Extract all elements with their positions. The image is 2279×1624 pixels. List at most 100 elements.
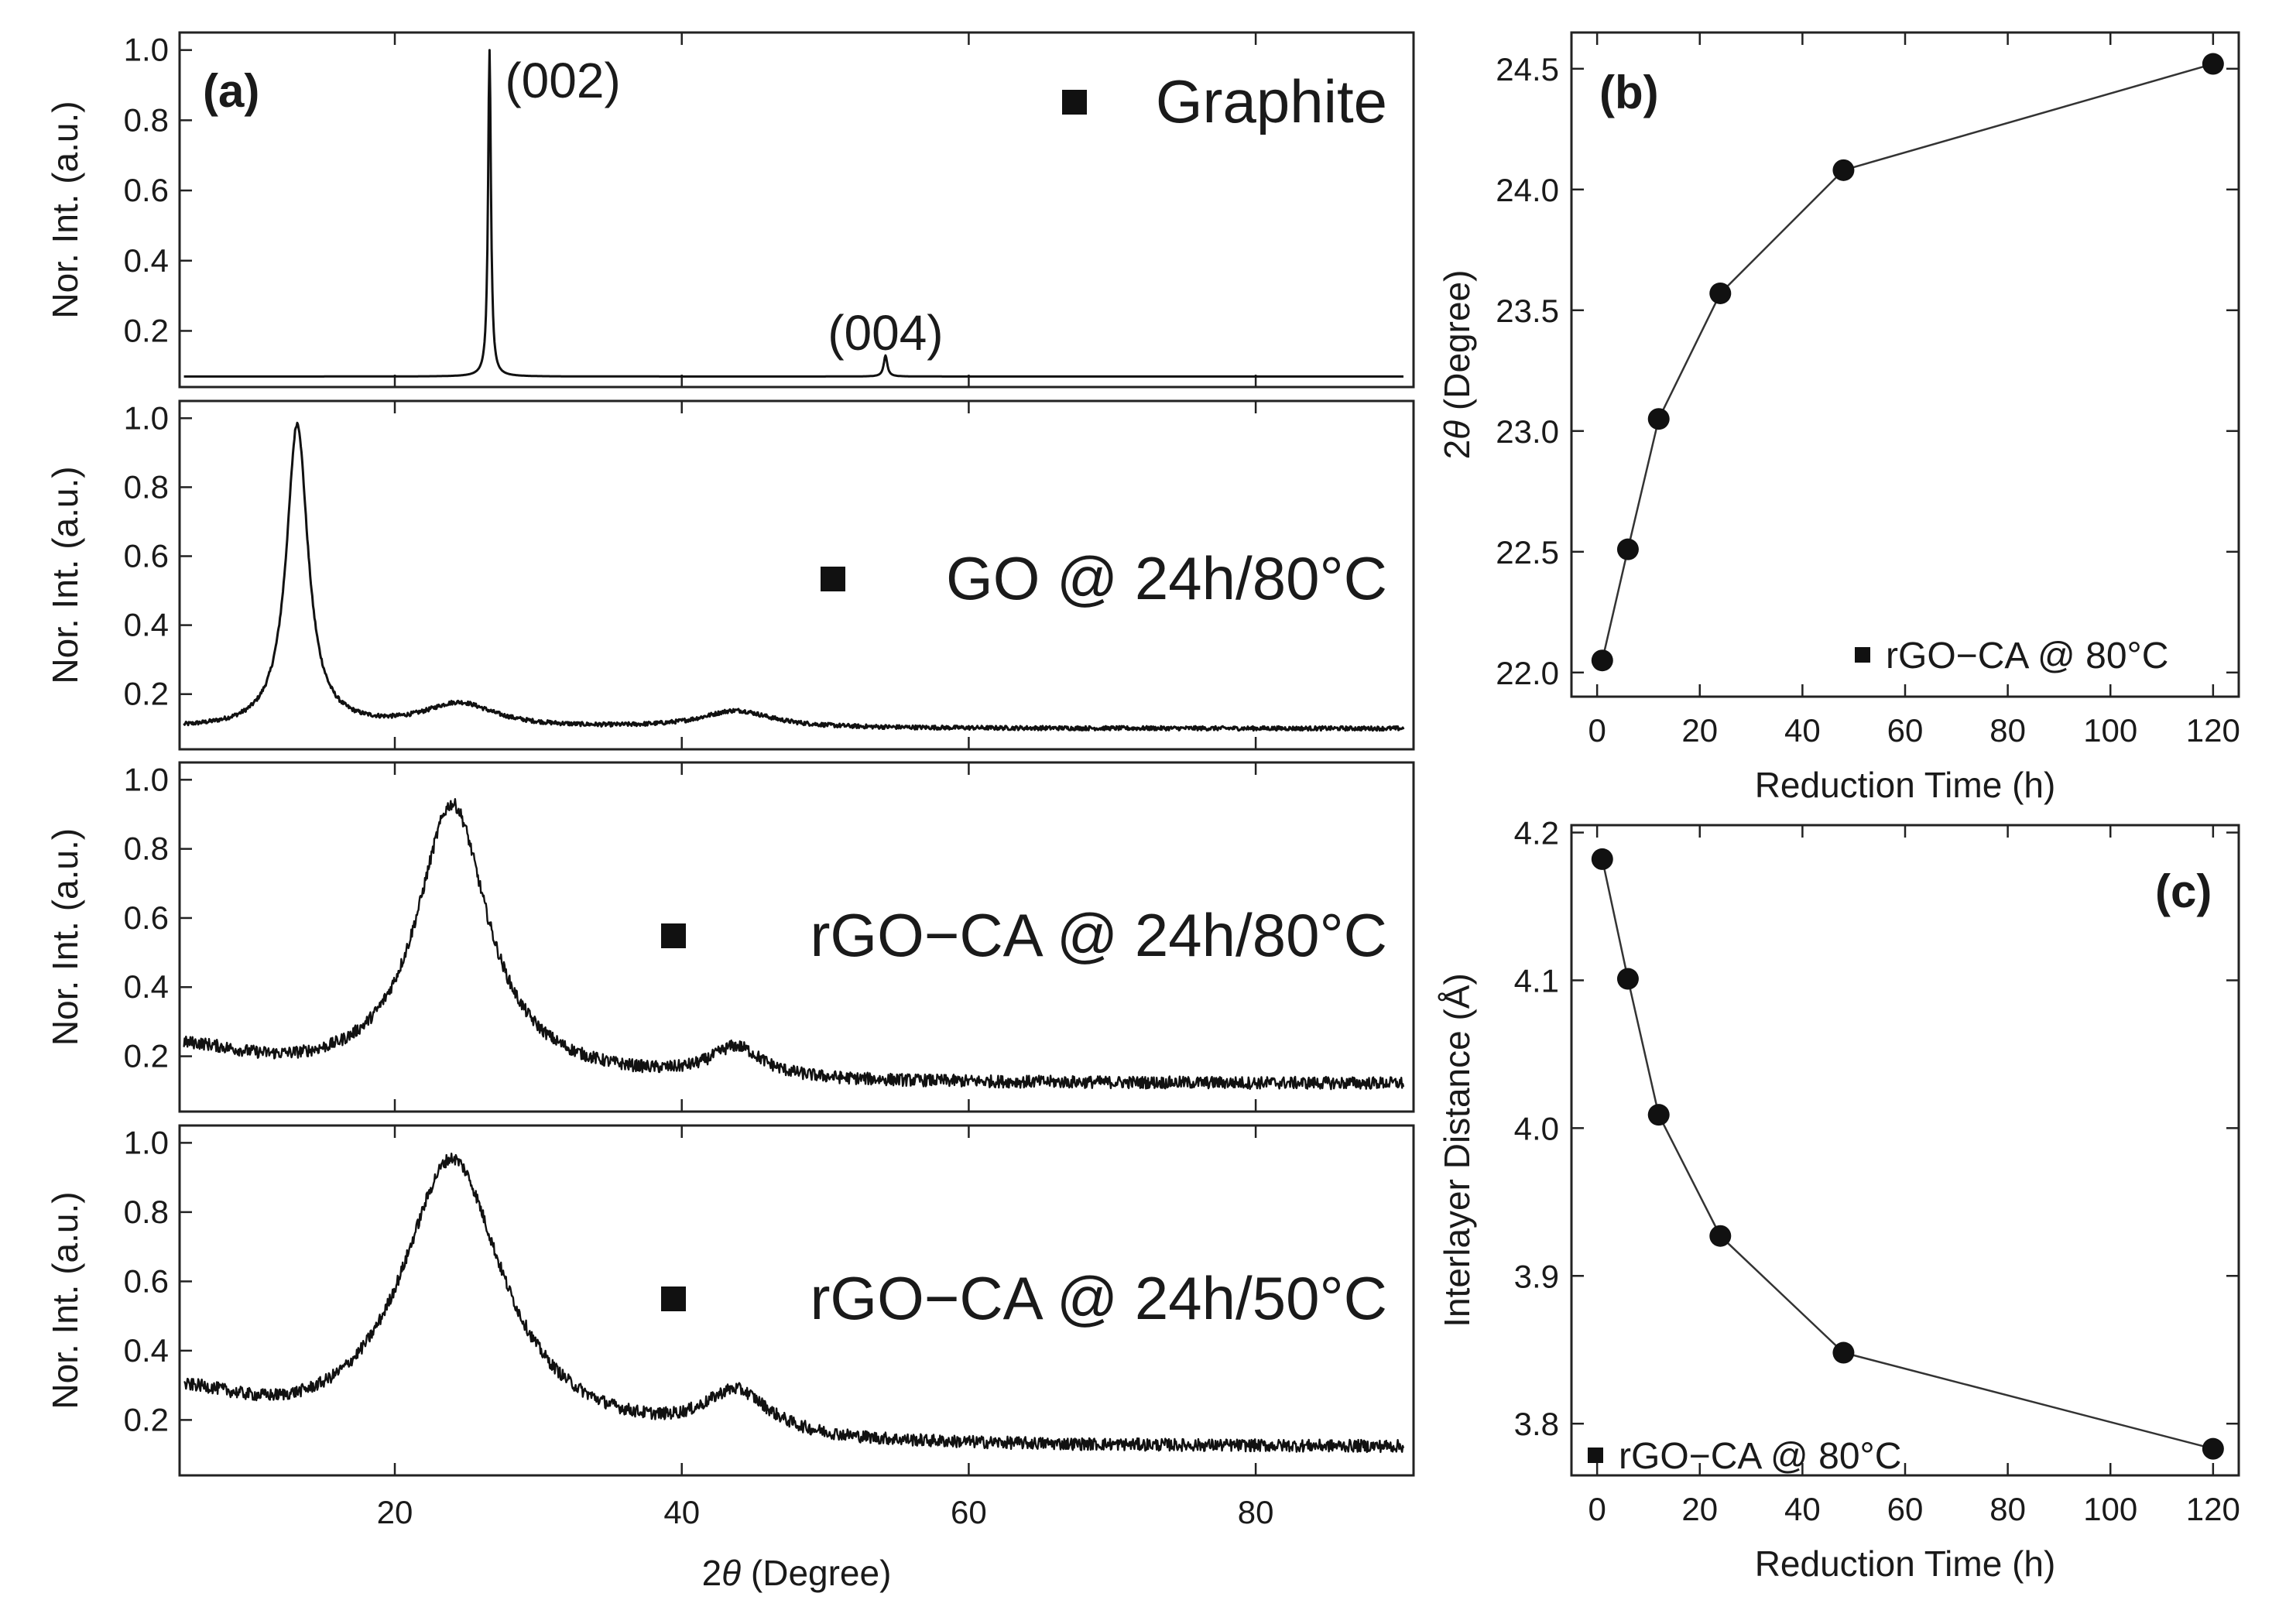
xrd-trace	[183, 49, 1404, 378]
subplot-2: 0.2 0.4 0.6 0.8 1.0 Nor. Int. (a.u.) GO @ 24h/…	[45, 399, 1415, 751]
x-tick-label: 120	[2186, 1491, 2240, 1527]
x-tick-label: 0	[1588, 1491, 1606, 1527]
y-tick-label: 0.2	[124, 312, 169, 348]
y-tick-label: 0.8	[124, 101, 169, 138]
subplot-frame	[178, 399, 1415, 751]
y-tick-label: 0.2	[124, 1038, 169, 1074]
panel-label: (c)	[2155, 865, 2212, 917]
x-tick-label: 80	[1989, 712, 2026, 749]
y-tick-label: 0.8	[124, 1194, 169, 1230]
y-tick-label: 24.5	[1496, 51, 1559, 87]
y-tick-label: 23.0	[1496, 413, 1559, 450]
subplot-frame	[178, 761, 1415, 1113]
y-tick-label: 0.6	[124, 1263, 169, 1299]
legend-marker	[1855, 647, 1870, 663]
legend-marker	[1062, 90, 1087, 115]
x-tick-label: 20	[1681, 1491, 1718, 1527]
y-tick-label: 0.4	[124, 968, 169, 1005]
legend-label: rGO−CA @ 80°C	[1886, 636, 2168, 677]
legend-label: GO @ 24h/80°C	[946, 544, 1387, 612]
y-axis-label: Nor. Int. (a.u.)	[45, 828, 85, 1046]
y-tick-label: 4.1	[1514, 962, 1559, 999]
y-tick-label: 1.0	[124, 1124, 169, 1160]
y-axis-label: Nor. Int. (a.u.)	[45, 101, 85, 318]
legend-marker	[821, 567, 845, 591]
data-point	[1647, 1104, 1670, 1126]
y-tick-label: 0.4	[124, 1332, 169, 1369]
subplot-1: 0.2 0.4 0.6 0.8 1.0 Nor. Int. (a.u.) Graphite (…	[45, 31, 1415, 389]
data-point	[2202, 53, 2224, 75]
legend-marker	[1588, 1448, 1603, 1463]
y-tick-label: 3.8	[1514, 1406, 1559, 1442]
y-tick-label: 0.2	[124, 676, 169, 712]
y-tick-label: 4.0	[1514, 1110, 1559, 1146]
y-tick-label: 0.6	[124, 899, 169, 936]
y-tick-label: 0.8	[124, 468, 169, 505]
panel-label: (a)	[203, 65, 259, 117]
peak-annotation: (004)	[828, 305, 943, 361]
y-tick-label: 3.9	[1514, 1258, 1559, 1294]
legend-label: Graphite	[1156, 67, 1387, 135]
x-axis-label: 2θ (Degree)	[702, 1553, 892, 1593]
x-tick-label: 100	[2083, 712, 2137, 749]
y-tick-label: 1.0	[124, 761, 169, 797]
xrd-trace	[183, 1152, 1405, 1454]
y-axis-label: 2θ (Degree)	[1437, 270, 1477, 460]
y-tick-label: 0.2	[124, 1401, 169, 1437]
y-tick-label: 1.0	[124, 32, 169, 68]
x-tick-label: 60	[1887, 712, 1924, 749]
x-tick-label: 20	[1681, 712, 1718, 749]
data-point	[1616, 538, 1639, 560]
panel-label: (b)	[1599, 67, 1659, 118]
panel-a-xrd-patterns: 0.2 0.4 0.6 0.8 1.0 Nor. Int. (a.u.) Graphite (…	[45, 31, 1415, 1593]
subplot-frame	[178, 31, 1415, 389]
subplot-frame	[178, 1124, 1415, 1477]
y-tick-label: 23.5	[1496, 293, 1559, 329]
subplot-4: 0.2 0.4 0.6 0.8 1.0 Nor. Int. (a.u.) rGO−CA @ …	[45, 1124, 1415, 1477]
data-point	[1591, 649, 1613, 672]
x-tick-label: 20	[377, 1494, 413, 1530]
x-tick-label: 40	[1784, 1491, 1821, 1527]
y-tick-label: 0.6	[124, 172, 169, 208]
x-tick-label: 0	[1588, 712, 1606, 749]
x-axis-label: Reduction Time (h)	[1755, 1543, 2056, 1584]
legend-label: rGO−CA @ 80°C	[1619, 1436, 1901, 1477]
xrd-trace	[183, 797, 1405, 1091]
panel-c-interlayer-distance-vs-time: 0 20 40 60 80 100 120 3.8 3.9 4.0 4.1 4.2 Reduction …	[1437, 815, 2240, 1584]
series-line	[1601, 858, 2214, 1450]
y-tick-label: 4.2	[1514, 815, 1559, 851]
y-axis-label: Nor. Int. (a.u.)	[45, 466, 85, 684]
x-tick-label: 60	[1887, 1491, 1924, 1527]
y-tick-label: 22.5	[1496, 534, 1559, 570]
data-point	[1709, 282, 1732, 304]
panel-b-two-theta-vs-time: 0 20 40 60 80 100 120 22.0 22.5 23.0 23.5 24.0 24.5 R…	[1437, 31, 2240, 805]
y-tick-label: 0.8	[124, 831, 169, 867]
y-tick-label: 0.4	[124, 607, 169, 643]
legend-marker	[661, 1287, 686, 1311]
y-tick-label: 22.0	[1496, 655, 1559, 691]
x-tick-label: 120	[2186, 712, 2240, 749]
xrd-trace	[183, 421, 1405, 732]
y-tick-label: 0.4	[124, 242, 169, 279]
y-tick-label: 1.0	[124, 399, 169, 436]
series-line	[1601, 63, 2214, 661]
data-point	[1709, 1225, 1732, 1247]
x-tick-label: 80	[1989, 1491, 2026, 1527]
x-tick-label: 60	[951, 1494, 987, 1530]
y-axis-label: Nor. Int. (a.u.)	[45, 1191, 85, 1409]
x-tick-label: 40	[1784, 712, 1821, 749]
y-tick-label: 0.6	[124, 537, 169, 574]
peak-annotation: (002)	[505, 53, 620, 108]
data-point	[1832, 159, 1855, 181]
x-tick-label: 40	[663, 1494, 700, 1530]
y-tick-label: 24.0	[1496, 172, 1559, 208]
data-point	[1832, 1341, 1855, 1364]
data-point	[1591, 848, 1613, 870]
x-tick-label: 100	[2083, 1491, 2137, 1527]
data-point	[1647, 408, 1670, 430]
data-point	[2202, 1437, 2224, 1460]
legend-label: rGO−CA @ 24h/50°C	[810, 1264, 1387, 1332]
legend-marker	[661, 923, 686, 948]
subplot-3: 0.2 0.4 0.6 0.8 1.0 Nor. Int. (a.u.) rGO−CA @ …	[45, 761, 1415, 1113]
